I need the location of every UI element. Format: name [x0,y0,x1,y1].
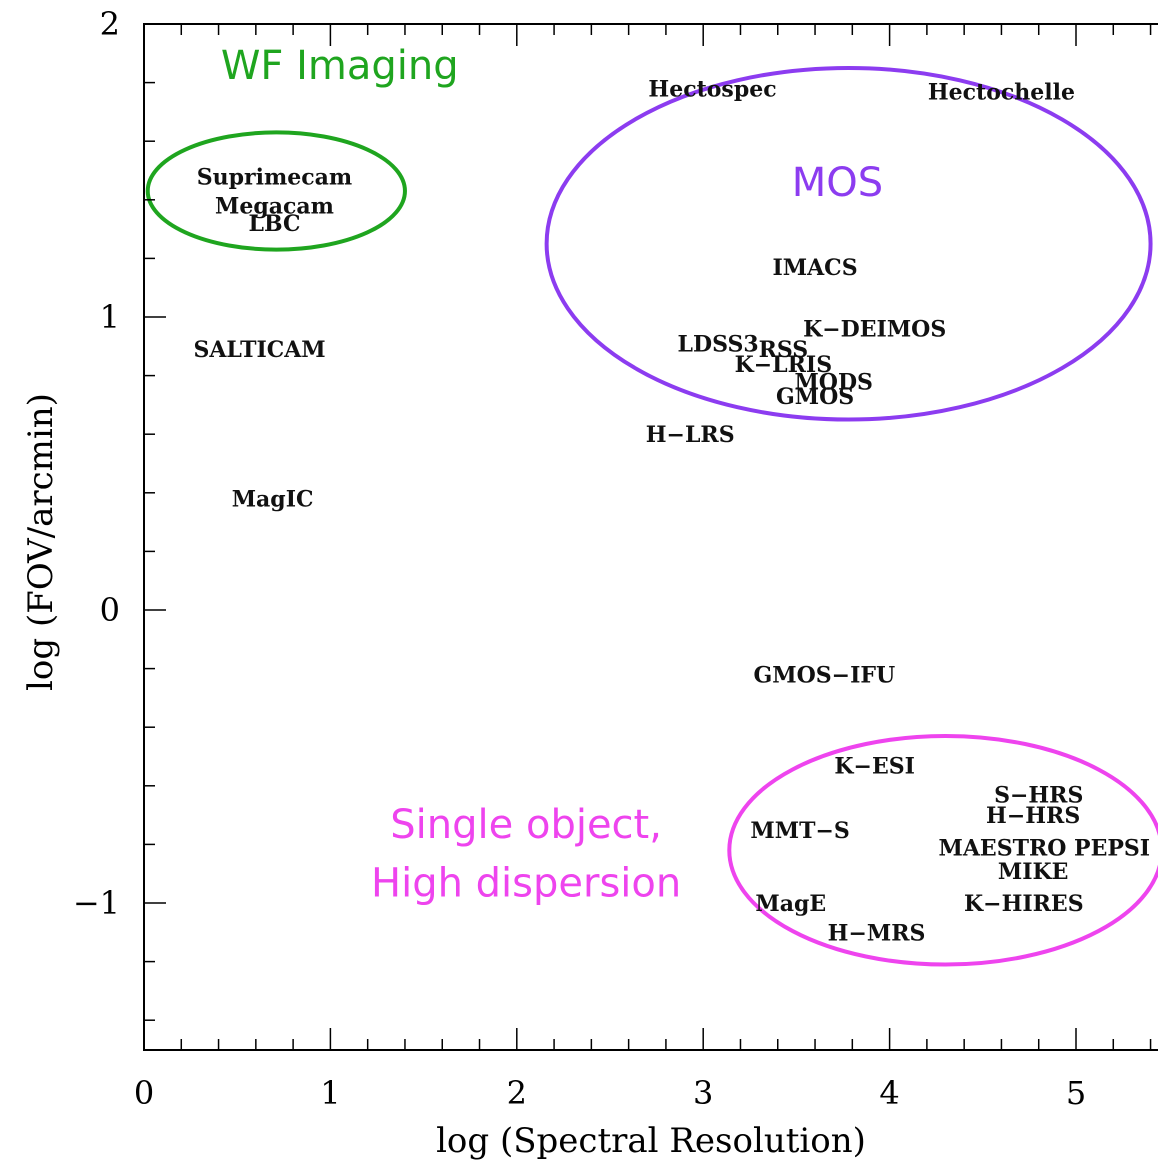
instrument-label: K−ESI [834,753,915,779]
x-tick-label: 5 [1066,1074,1086,1112]
instrument-label: K−DEIMOS [803,317,946,343]
x-axis-label: log (Spectral Resolution) [436,1121,866,1161]
ticks-layer: 0 1 2 3 4 5 −1 0 1 2 [73,5,1152,1112]
instrument-label: SALTICAM [193,337,325,363]
instrument-label: MagIC [232,487,314,513]
region-annotation: Single object, [390,802,662,848]
instrument-label: GMOS [776,384,854,410]
instrument-label: MAESTRO PEPSI [939,835,1151,861]
region-annotation: High dispersion [371,860,681,906]
y-tick-label: −1 [73,884,120,922]
instrument-label: MMT−S [750,818,849,844]
y-axis-label: log (FOV/arcmin) [21,393,61,691]
plot-frame [143,23,1158,1051]
x-tick-label: 0 [134,1074,154,1112]
instrument-label: MIKE [998,859,1069,885]
axes-frame [143,23,1158,1051]
instrument-label: LDSS3 [678,331,759,357]
x-tick-label: 3 [693,1074,713,1112]
points-layer: Hectospec Hectochelle Suprimecam MegacamLBC… [193,76,1150,946]
region-annotation: MOS [792,160,883,206]
instrument-label: Hectospec [648,76,776,102]
y-tick-label: 0 [100,591,120,629]
x-tick-label: 4 [879,1074,899,1112]
region-ellipse [145,130,407,252]
annotations-layer: WF Imaging MOS Single object, High dispersi… [221,43,883,906]
y-tick-label: 2 [100,5,120,43]
instrument-label: MODS [794,369,872,395]
region-ellipse [727,734,1158,967]
regions-layer [145,65,1158,967]
instrument-label: MagE [755,891,826,917]
instrument-label: LBC [248,211,300,237]
instrument-label: Hectochelle [928,79,1075,105]
y-tick-label: 1 [100,298,120,336]
instrument-label: K−LRIS [735,352,833,378]
x-tick-label: 1 [320,1074,340,1112]
instrument-label: H−LRS [646,422,735,448]
instrument-label: H−MRS [828,920,926,946]
instrument-label: GMOS−IFU [753,662,895,688]
instrument-label: K−HIRES [964,891,1084,917]
region-ellipse [544,65,1153,422]
instrument-label: RSS [759,337,809,363]
instrument-label: S−HRS [994,783,1083,809]
x-tick-label: 2 [507,1074,527,1112]
instrument-label: IMACS [772,255,857,281]
instrument-label: H−HRS [986,803,1080,829]
instrument-label: Megacam [215,194,334,220]
instrument-label: Suprimecam [197,164,352,190]
region-annotation: WF Imaging [221,43,459,89]
